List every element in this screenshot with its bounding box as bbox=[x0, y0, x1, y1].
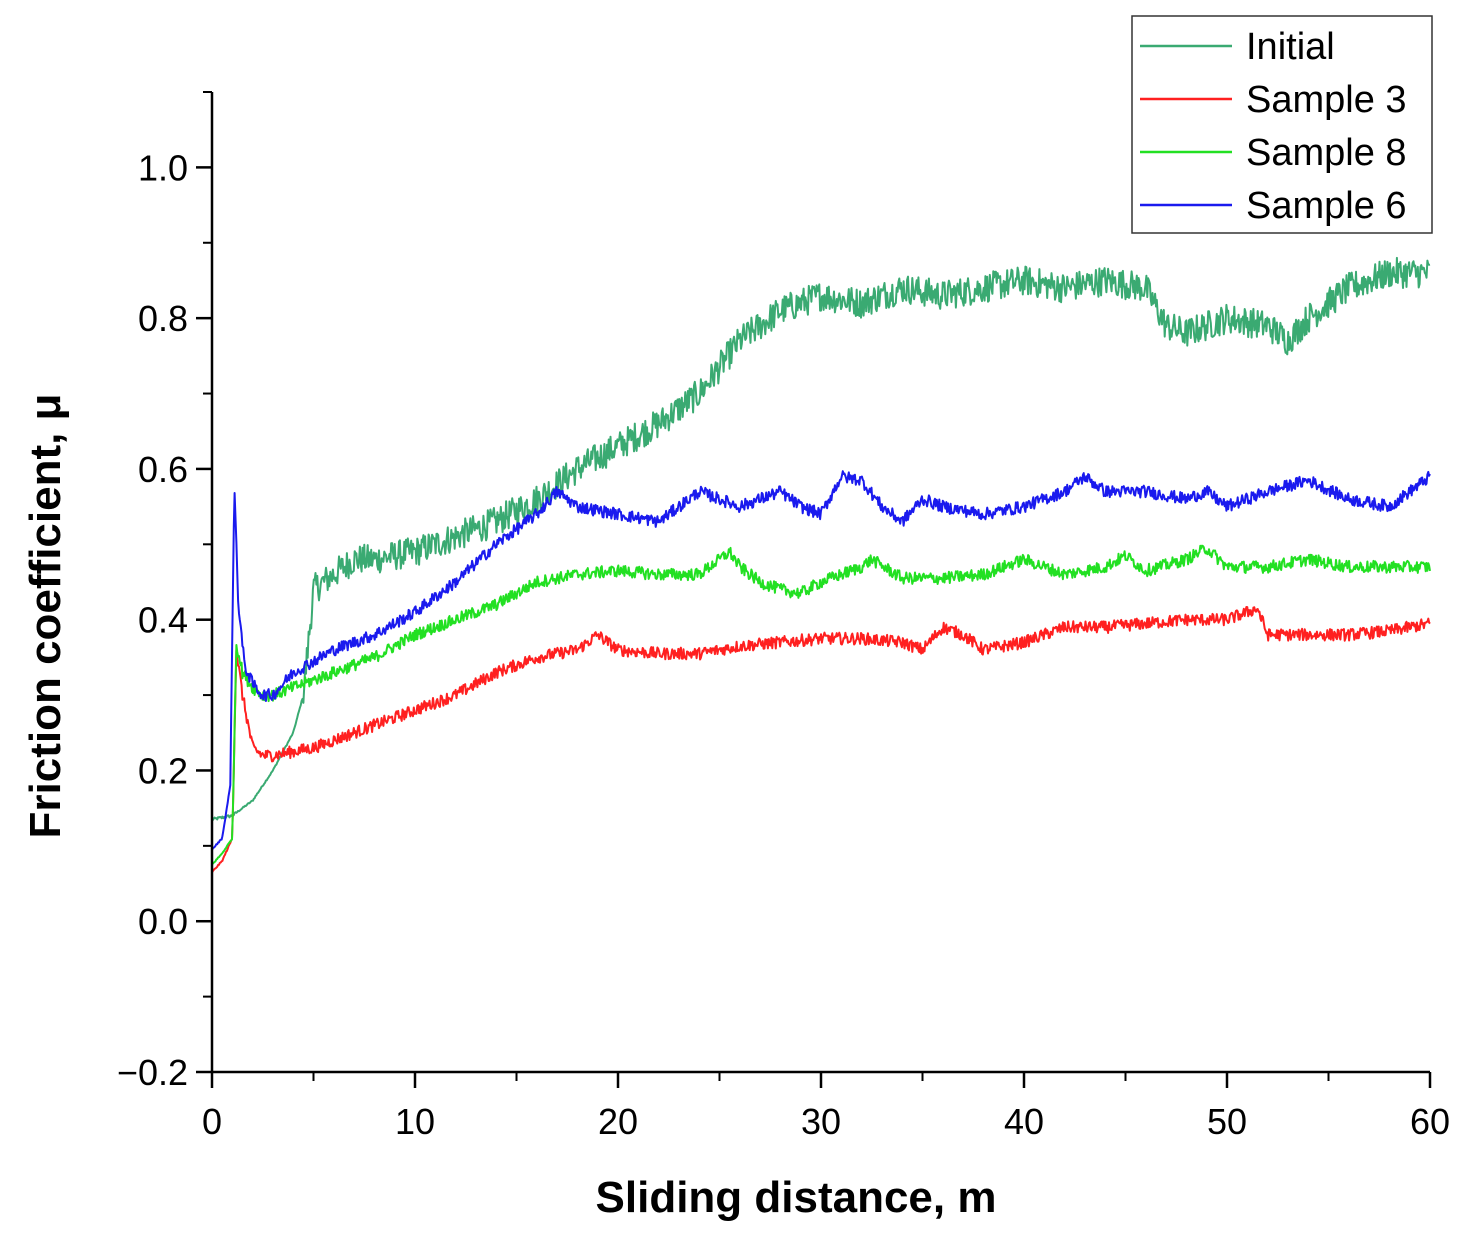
x-tick-label: 30 bbox=[801, 1101, 841, 1142]
legend-label: Initial bbox=[1246, 26, 1335, 68]
y-tick-label: −0.2 bbox=[117, 1052, 188, 1093]
x-tick-label: 40 bbox=[1004, 1101, 1044, 1142]
x-ticks: 0 10 20 30 40 50 60 bbox=[202, 1072, 1450, 1142]
y-tick-label: 0.2 bbox=[138, 750, 188, 791]
series-line-sample-3 bbox=[211, 606, 1431, 873]
legend-label: Sample 6 bbox=[1246, 185, 1407, 227]
legend: Initial Sample 3 Sample 8 Sample 6 bbox=[1131, 15, 1433, 234]
legend-label: Sample 8 bbox=[1246, 132, 1407, 174]
y-tick-label: 0.8 bbox=[138, 298, 188, 339]
series-line-sample-8 bbox=[211, 544, 1431, 866]
y-tick-label: 0.0 bbox=[138, 901, 188, 942]
legend-label: Sample 3 bbox=[1246, 79, 1407, 121]
y-tick-label: 0.6 bbox=[138, 449, 188, 490]
series-line-initial bbox=[211, 256, 1431, 821]
x-tick-label: 50 bbox=[1207, 1101, 1247, 1142]
legend-box bbox=[1131, 15, 1433, 234]
x-tick-label: 20 bbox=[598, 1101, 638, 1142]
series-line-sample-6 bbox=[211, 470, 1431, 851]
y-axis-title: Friction coefficient, μ bbox=[21, 394, 70, 839]
plot-area bbox=[211, 256, 1431, 873]
x-tick-label: 10 bbox=[395, 1101, 435, 1142]
y-tick-label: 1.0 bbox=[138, 147, 188, 188]
x-axis-title: Sliding distance, m bbox=[596, 1173, 997, 1222]
y-tick-label: 0.4 bbox=[138, 600, 188, 641]
y-ticks: −0.2 0.0 0.2 0.4 0.6 0.8 1.0 bbox=[117, 91, 212, 1093]
x-tick-label: 0 bbox=[202, 1101, 222, 1142]
x-tick-label: 60 bbox=[1410, 1101, 1450, 1142]
